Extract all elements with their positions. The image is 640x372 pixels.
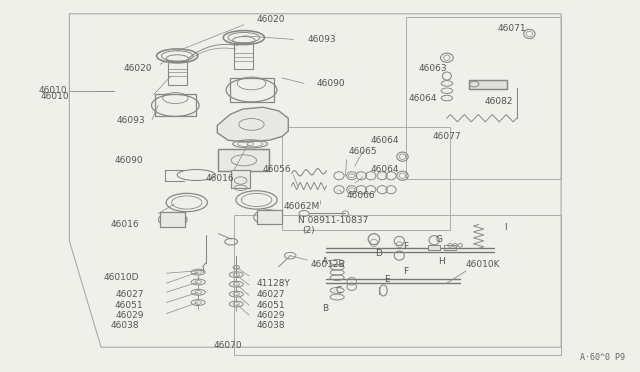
Bar [429, 245, 440, 250]
Bar [257, 210, 282, 224]
Text: 46038: 46038 [257, 321, 285, 330]
Text: 46027: 46027 [115, 289, 143, 299]
Text: C: C [336, 286, 342, 295]
Bar [230, 78, 275, 102]
Text: 46066: 46066 [347, 191, 375, 200]
Text: 46029: 46029 [257, 311, 285, 320]
Bar [231, 170, 250, 188]
Text: 46064: 46064 [409, 93, 437, 103]
Text: 46020: 46020 [124, 64, 152, 73]
Text: A·60^0 P9: A·60^0 P9 [580, 353, 625, 362]
Text: 46090: 46090 [115, 156, 143, 165]
Text: 46020: 46020 [257, 15, 285, 24]
Text: D: D [375, 249, 382, 258]
Bar [257, 210, 282, 224]
Text: F: F [403, 266, 408, 276]
Bar [155, 94, 196, 116]
Polygon shape [217, 107, 288, 142]
Text: 46056: 46056 [263, 165, 291, 174]
Bar [444, 245, 456, 250]
Text: 46070: 46070 [214, 341, 243, 350]
Bar [218, 149, 269, 171]
Text: 46082: 46082 [485, 97, 513, 106]
Text: A: A [322, 257, 328, 266]
Text: E: E [384, 275, 389, 284]
Text: (2): (2) [302, 226, 315, 235]
Bar [429, 245, 440, 250]
Text: 46038: 46038 [111, 321, 139, 330]
Text: 46062M: 46062M [284, 202, 320, 211]
Text: 46012B: 46012B [310, 260, 345, 269]
Bar [168, 61, 187, 85]
Text: 46071: 46071 [498, 24, 526, 33]
Bar [282, 127, 450, 230]
Bar [231, 170, 250, 188]
Text: F: F [403, 242, 408, 251]
Bar [218, 149, 269, 171]
Bar [234, 43, 253, 69]
Text: 46010: 46010 [41, 92, 69, 101]
Bar [160, 212, 186, 227]
Text: B: B [322, 304, 328, 313]
Text: 46027: 46027 [257, 289, 285, 299]
Text: 46051: 46051 [115, 301, 143, 310]
Bar [469, 80, 507, 89]
Text: 46016: 46016 [205, 174, 234, 183]
Bar [469, 80, 507, 89]
Text: 46093: 46093 [307, 35, 336, 44]
Text: 46010: 46010 [39, 86, 67, 95]
Text: 46077: 46077 [433, 132, 461, 141]
Text: 46065: 46065 [349, 147, 377, 156]
Text: N 08911-10837: N 08911-10837 [298, 216, 368, 225]
Text: 46010K: 46010K [466, 260, 500, 269]
Text: 46090: 46090 [317, 79, 346, 88]
Text: I: I [504, 222, 508, 231]
Text: 41128Y: 41128Y [257, 279, 291, 288]
Bar [406, 17, 561, 179]
Bar [160, 212, 186, 227]
Text: G: G [436, 235, 443, 244]
Text: 46064: 46064 [371, 165, 399, 174]
Bar [234, 215, 561, 355]
Text: 46063: 46063 [419, 64, 447, 73]
Text: 46064: 46064 [371, 136, 399, 145]
Text: 46093: 46093 [117, 116, 145, 125]
Text: H: H [438, 257, 445, 266]
Text: 46010D: 46010D [104, 273, 139, 282]
Text: 46016: 46016 [111, 220, 139, 229]
Text: 46051: 46051 [257, 301, 285, 310]
Text: 46029: 46029 [115, 311, 143, 320]
